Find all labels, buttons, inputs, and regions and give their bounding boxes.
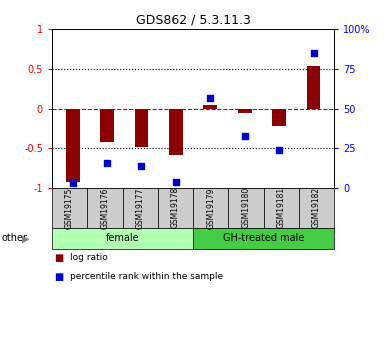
Bar (238, 109, 251, 114)
Text: ■: ■ (54, 253, 63, 263)
Text: other: other (2, 234, 28, 243)
Point (70, 180, 76, 186)
Bar (66, 109, 80, 183)
Text: log ratio: log ratio (70, 253, 108, 262)
Bar (169, 109, 183, 155)
Text: GSM19178: GSM19178 (171, 187, 180, 228)
Bar (203, 105, 217, 109)
Text: GH-treated male: GH-treated male (223, 234, 304, 243)
Bar (100, 109, 114, 142)
Text: percentile rank within the sample: percentile rank within the sample (70, 272, 223, 281)
Point (207, 95, 213, 100)
Text: GSM19180: GSM19180 (241, 187, 251, 228)
Point (138, 163, 144, 169)
Bar (306, 66, 320, 109)
Text: GSM19177: GSM19177 (136, 187, 145, 228)
Text: female: female (106, 234, 139, 243)
Point (310, 50, 316, 56)
Point (173, 179, 179, 185)
Point (276, 147, 282, 153)
Text: GSM19179: GSM19179 (206, 187, 215, 228)
Text: ■: ■ (54, 272, 63, 282)
Text: GSM19181: GSM19181 (277, 187, 286, 228)
Point (242, 133, 248, 138)
Bar (272, 109, 286, 126)
Text: GSM19175: GSM19175 (65, 187, 74, 228)
Text: GSM19182: GSM19182 (312, 187, 321, 228)
Title: GDS862 / 5.3.11.3: GDS862 / 5.3.11.3 (136, 14, 251, 27)
Text: GSM19176: GSM19176 (100, 187, 109, 228)
Text: ▶: ▶ (22, 234, 30, 243)
Bar (135, 109, 148, 147)
Point (104, 160, 110, 165)
